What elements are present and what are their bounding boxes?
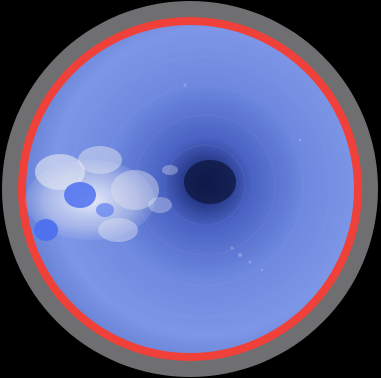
- pipe-center-hole: [184, 160, 236, 204]
- wall-speckles: [183, 83, 302, 272]
- debris-deposit: [25, 146, 178, 242]
